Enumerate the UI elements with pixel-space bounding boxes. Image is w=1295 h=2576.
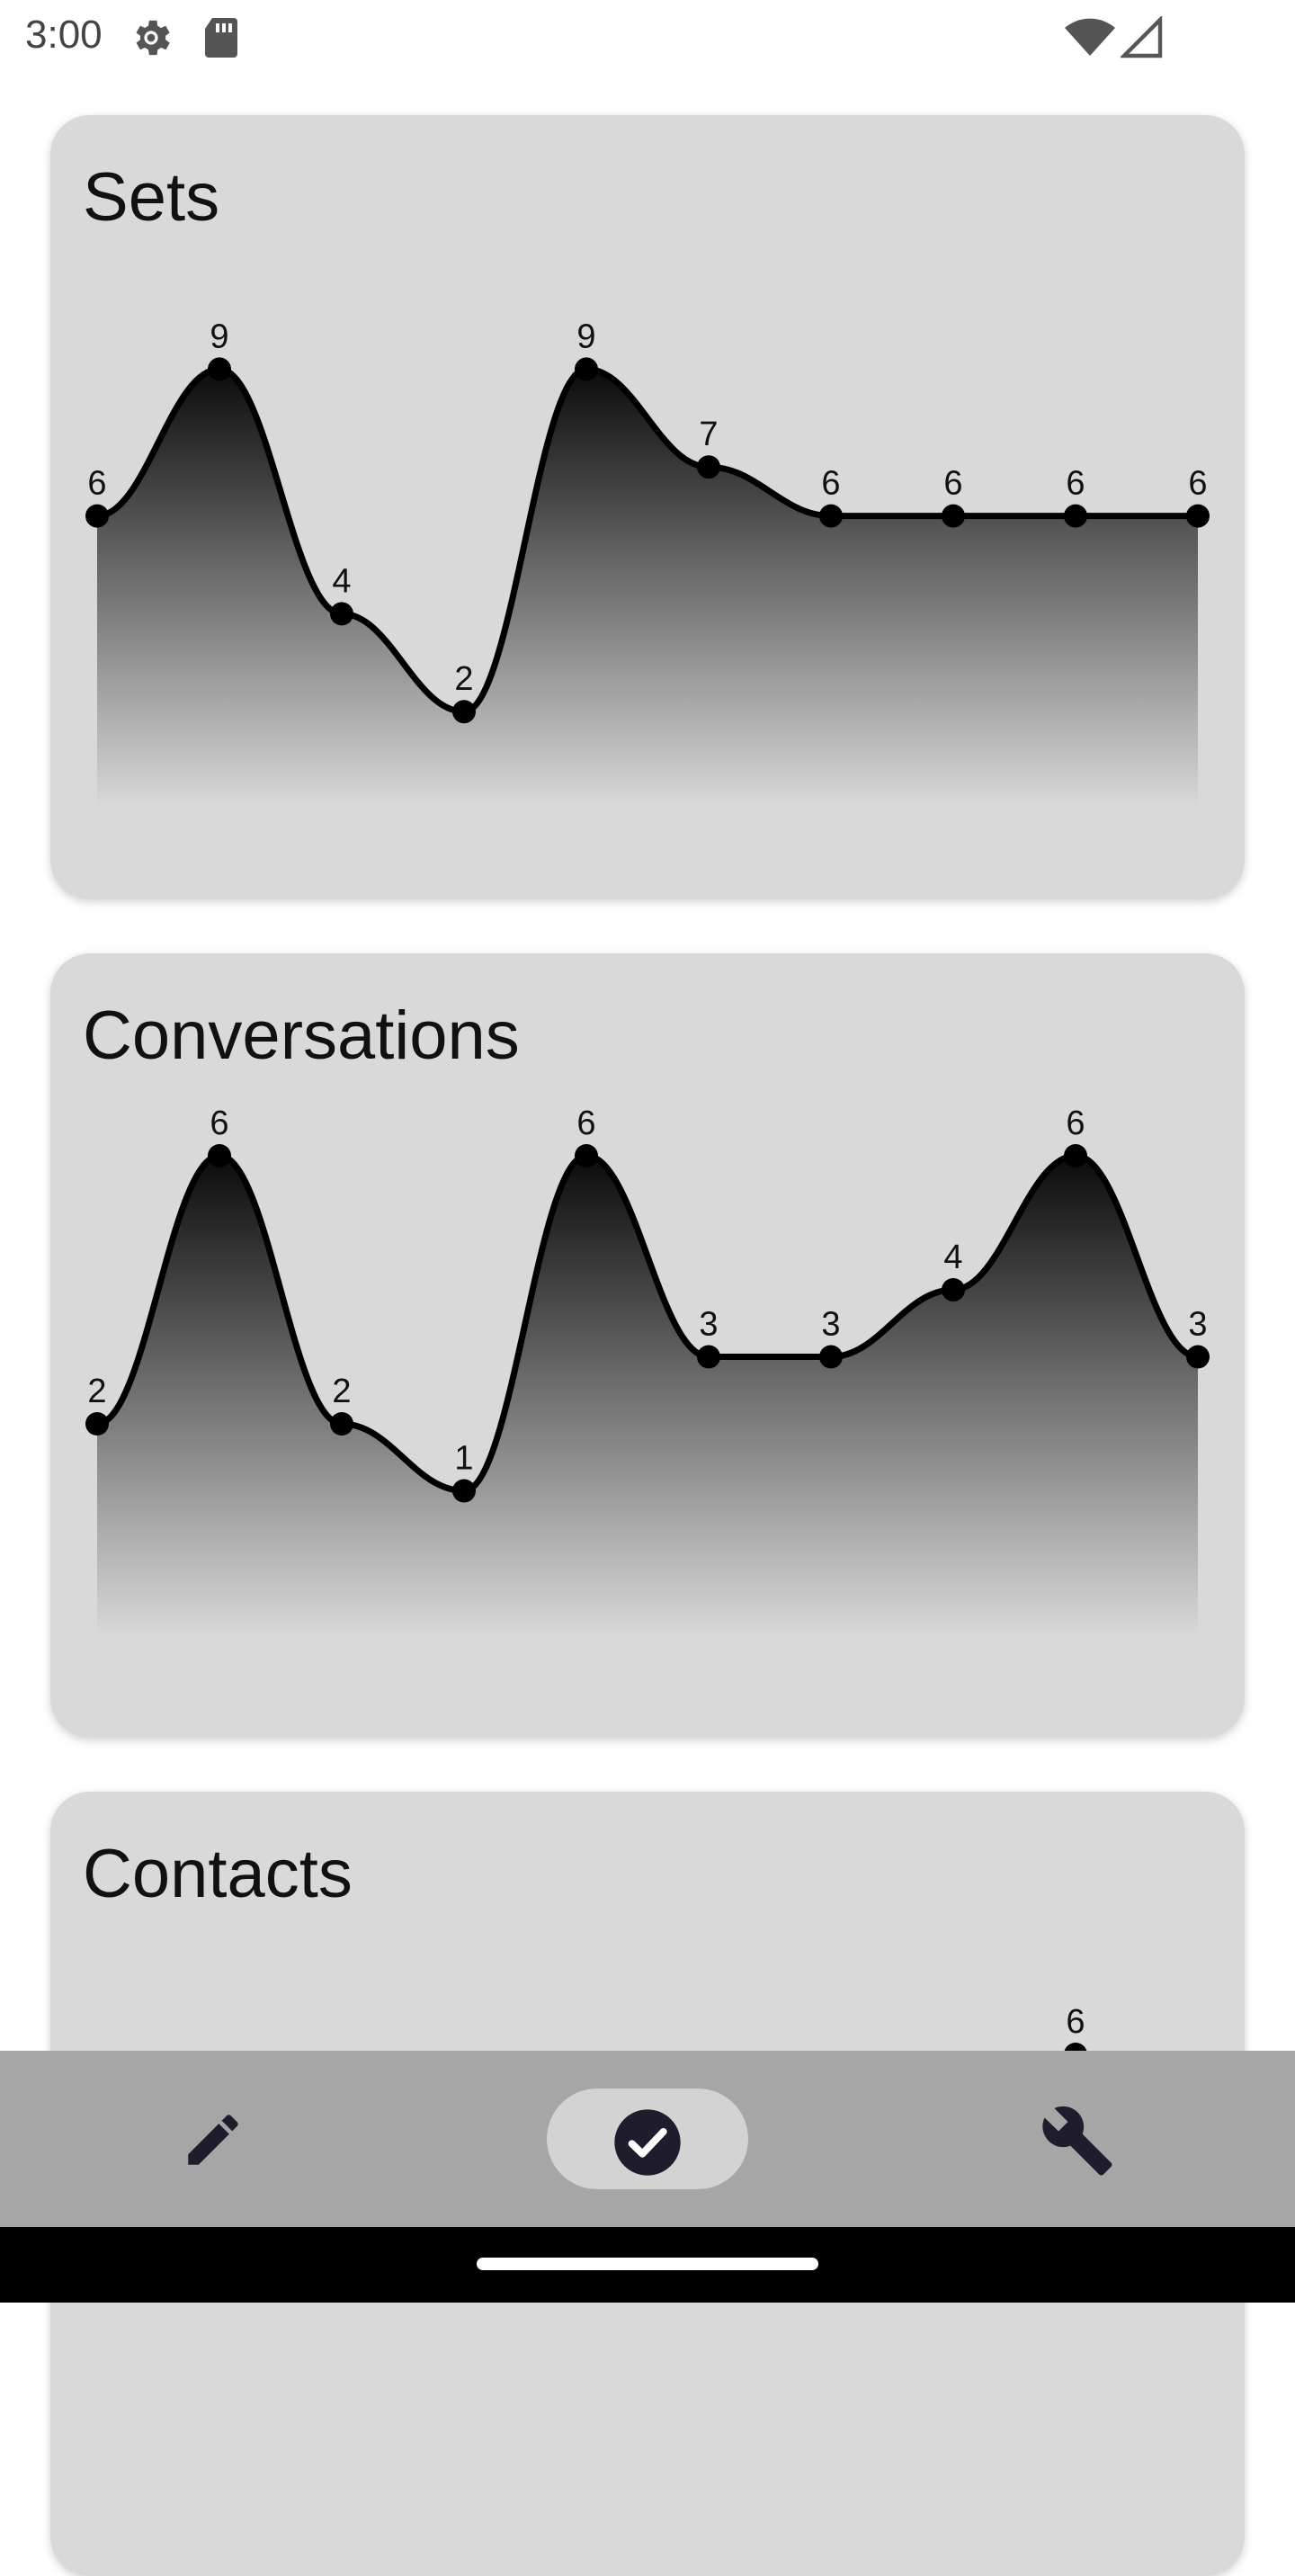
data-point[interactable] <box>208 357 231 381</box>
check-circle-icon <box>614 2109 681 2176</box>
data-point[interactable] <box>942 504 965 528</box>
data-label: 6 <box>821 465 840 503</box>
data-label: 9 <box>210 318 228 355</box>
data-label: 2 <box>454 660 473 698</box>
data-label: 3 <box>821 1306 840 1344</box>
data-label: 6 <box>943 465 962 503</box>
data-label: 6 <box>210 1105 228 1142</box>
sets-card: Sets 6 9 4 2 9 7 6 6 6 6 <box>50 115 1245 899</box>
nav-item-check[interactable] <box>432 2051 863 2227</box>
data-point[interactable] <box>697 455 720 479</box>
nav-item-tools[interactable] <box>863 2051 1295 2227</box>
data-point[interactable] <box>1064 504 1087 528</box>
data-point[interactable] <box>575 357 598 381</box>
pencil-icon <box>188 2115 238 2165</box>
series-area-fill <box>97 369 1198 808</box>
status-bar: 3:00 <box>0 0 1295 76</box>
home-indicator[interactable] <box>477 2258 818 2270</box>
data-point[interactable] <box>819 1345 843 1369</box>
card-title: Contacts <box>83 1836 353 1912</box>
data-label: 4 <box>943 1239 962 1276</box>
data-label: 2 <box>332 1373 351 1410</box>
data-label: 9 <box>576 318 595 355</box>
data-label: 2 <box>87 1373 106 1410</box>
data-point[interactable] <box>1186 504 1210 528</box>
data-point[interactable] <box>330 1412 353 1436</box>
data-label: 3 <box>699 1306 718 1344</box>
data-point[interactable] <box>85 504 109 528</box>
data-label: 6 <box>1066 1105 1085 1142</box>
data-point[interactable] <box>330 602 353 626</box>
data-label: 1 <box>454 1440 473 1478</box>
status-time: 3:00 <box>25 13 103 57</box>
conversations-card: Conversations 2 6 2 1 6 3 3 4 6 3 <box>50 953 1245 1738</box>
conversations-chart: 2 6 2 1 6 3 3 4 6 3 <box>85 1105 1210 1637</box>
nav-item-edit[interactable] <box>0 2051 432 2227</box>
sd-card-icon <box>205 18 237 58</box>
data-label: 6 <box>1188 465 1207 503</box>
series-line <box>94 1152 1201 1494</box>
data-point[interactable] <box>452 1479 476 1503</box>
data-point[interactable] <box>452 700 476 724</box>
card-title: Sets <box>83 159 220 236</box>
data-point[interactable] <box>819 504 843 528</box>
wifi-icon <box>1065 18 1115 57</box>
gear-icon <box>136 20 170 56</box>
data-label: 6 <box>1066 2003 1085 2041</box>
data-label: 7 <box>699 416 718 453</box>
data-point[interactable] <box>697 1345 720 1369</box>
data-label: 6 <box>1066 465 1085 503</box>
cell-signal-icon <box>1121 16 1163 58</box>
data-point[interactable] <box>85 1412 109 1436</box>
bottom-navigation <box>0 2051 1295 2227</box>
series-area-fill <box>97 1156 1198 1637</box>
data-label: 6 <box>87 465 106 503</box>
data-point[interactable] <box>942 1278 965 1301</box>
card-title: Conversations <box>83 997 520 1074</box>
data-point[interactable] <box>575 1144 598 1167</box>
sets-chart: 6 9 4 2 9 7 6 6 6 6 <box>85 318 1210 808</box>
wrench-icon <box>1042 2106 1112 2176</box>
data-point[interactable] <box>1186 1345 1210 1369</box>
system-navigation-bar <box>0 2227 1295 2303</box>
data-label: 4 <box>332 562 351 600</box>
data-label: 6 <box>576 1105 595 1142</box>
data-point[interactable] <box>1064 1144 1087 1167</box>
data-point[interactable] <box>208 1144 231 1167</box>
data-label: 3 <box>1188 1306 1207 1344</box>
